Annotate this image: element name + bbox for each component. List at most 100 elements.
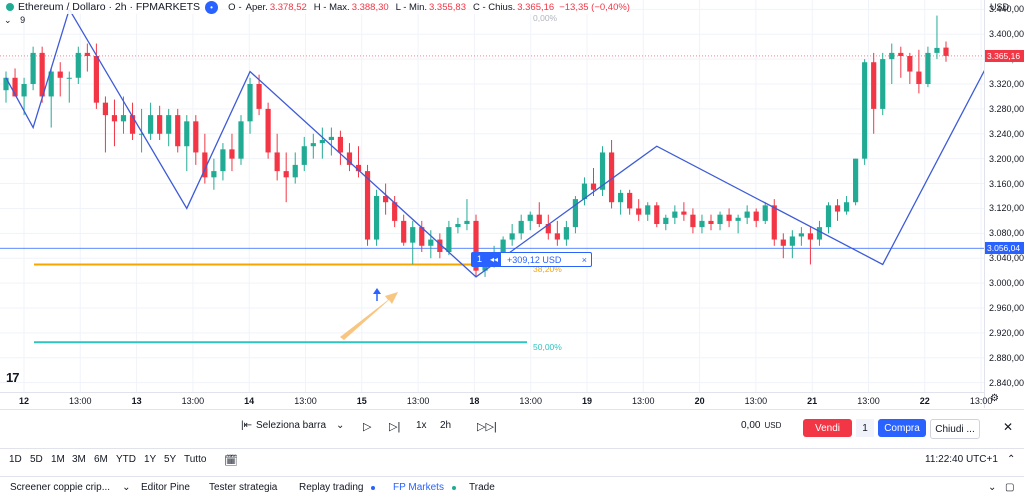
tradingview-logo[interactable]: 17 [6, 370, 20, 385]
candle-body [581, 183, 588, 200]
quantity-field[interactable]: 1 [856, 419, 874, 437]
candle-body [75, 52, 81, 78]
candle-body [590, 183, 597, 190]
speed-button[interactable]: 1x [416, 420, 427, 431]
chevron-down-icon: ⌄ [336, 420, 345, 431]
candle-body [898, 52, 904, 56]
candle-body [843, 202, 850, 212]
open-label: O [228, 1, 236, 13]
candle-body [654, 205, 660, 224]
high-value: 3.388,30 [351, 1, 389, 13]
candle-body [789, 236, 795, 246]
zigzag-line [5, 7, 984, 278]
annotation-arrow [340, 292, 398, 340]
candle-body [93, 56, 99, 103]
maximize-panel-icon[interactable]: ▢ [1005, 482, 1015, 493]
candle-body [482, 264, 488, 271]
time-tick-label: 13:00 [181, 396, 205, 406]
jump-realtime-button[interactable]: ▷▷| [477, 420, 497, 433]
legend-options-icon[interactable]: • [205, 0, 219, 14]
close-icon[interactable]: × [581, 254, 587, 265]
chart-canvas[interactable]: Ethereum / Dollaro · 2h · FPMARKETS • O … [0, 0, 984, 392]
close-position-button[interactable]: Chiudi ... [930, 419, 980, 439]
chevron-down-icon: ⌄ [122, 482, 131, 493]
candle-body [373, 196, 380, 240]
candle-body [608, 152, 615, 203]
candle-body [690, 214, 696, 228]
candle-body [527, 214, 533, 221]
candle-body [193, 121, 199, 153]
timeframe-button[interactable]: 5D [30, 454, 43, 465]
play-button[interactable]: ▷ [363, 420, 371, 433]
candle-body [536, 214, 542, 224]
candle-body [175, 115, 181, 147]
timeframe-button[interactable]: Tutto [184, 454, 207, 465]
range-count: 1 [472, 253, 488, 266]
time-scale[interactable]: 12 13:00 13 13:00 14 13:00 15 13:00 18 13:00 19 13:… [0, 392, 992, 409]
time-tick-label: 14 [244, 396, 255, 406]
price-chart [0, 0, 984, 392]
interval-button[interactable]: 2h [440, 420, 452, 431]
tab-broker[interactable]: FP Markets [393, 482, 456, 493]
candle-body [645, 205, 651, 215]
candle-body [853, 158, 859, 203]
candle-body [699, 220, 705, 228]
close-replay-icon[interactable]: ✕ [1003, 420, 1014, 434]
candle-body [166, 115, 172, 134]
candle-body [120, 115, 127, 122]
step-forward-button[interactable]: ▷| [389, 420, 400, 433]
rewind-icon[interactable]: ◂◂ [487, 253, 502, 266]
candle-body [84, 52, 90, 56]
buy-button[interactable]: Compra [878, 419, 926, 437]
candle-body [446, 227, 452, 252]
candle-body [57, 71, 63, 78]
candle-body [364, 171, 371, 240]
time-tick-label: 18 [469, 396, 480, 406]
candle-body [455, 224, 461, 228]
select-bar-button[interactable]: |⇤ Seleziona barra ⌄ [241, 420, 344, 431]
tab-strategy-tester[interactable]: Tester strategia [209, 482, 277, 493]
timeframe-button[interactable]: 1D [9, 454, 22, 465]
status-dot-icon [371, 485, 376, 490]
candle-body [30, 52, 36, 84]
timeframe-button[interactable]: 6M [94, 454, 108, 465]
candle-body [3, 77, 9, 91]
calendar-icon[interactable]: 🗓 [224, 455, 238, 467]
candle-body [129, 115, 136, 134]
timeframe-button[interactable]: 5Y [164, 454, 177, 465]
candle-body [717, 214, 723, 224]
candle-body [907, 56, 913, 72]
timeframe-button[interactable]: 1M [51, 454, 65, 465]
clock-label[interactable]: 11:22:40 UTC+1 [925, 454, 998, 465]
tab-trade[interactable]: Trade [469, 482, 495, 493]
minimize-panel-icon[interactable]: ⌄ [988, 482, 997, 493]
price-scale[interactable]: USD 3.440,003.400,003.360,003.320,003.28… [984, 0, 1024, 408]
chevron-up-icon[interactable]: ⌃ [1007, 454, 1016, 465]
timeframe-button[interactable]: 1Y [144, 454, 157, 465]
candle-body [229, 149, 235, 159]
timeframe-button[interactable]: 3M [72, 454, 86, 465]
candle-body [355, 164, 362, 172]
candle-body [798, 233, 804, 237]
price-range-label[interactable]: 1 ◂◂ +309,12 USD × [471, 252, 592, 267]
tab-replay-trading[interactable]: Replay trading [299, 482, 376, 493]
timeframe-button[interactable]: YTD [116, 454, 136, 465]
tab-crypto-screener[interactable]: Screener coppie crip... ⌄ [10, 482, 130, 493]
settings-icon[interactable]: ⚙ [990, 393, 999, 404]
time-tick-label: 13:00 [519, 396, 542, 406]
tab-pine-editor[interactable]: Editor Pine [141, 482, 190, 493]
candle-body [572, 199, 579, 228]
select-bar-icon: |⇤ [241, 420, 252, 431]
time-tick-label: 21 [807, 396, 818, 406]
tab-label: Tester strategia [209, 482, 278, 493]
candle-body [283, 171, 289, 178]
time-tick-label: 13:00 [406, 396, 430, 406]
candle-body [925, 52, 931, 84]
current-price-tag: 3.365,16 [985, 49, 1024, 62]
symbol-title[interactable]: Ethereum / Dollaro · 2h · FPMARKETS [18, 1, 201, 13]
sell-button[interactable]: Vendi [803, 419, 852, 437]
candle-body [762, 205, 768, 221]
indicator-toggle[interactable]: ⌄ 9 [4, 15, 25, 26]
candle-body [256, 84, 262, 109]
candle-body [934, 47, 940, 53]
